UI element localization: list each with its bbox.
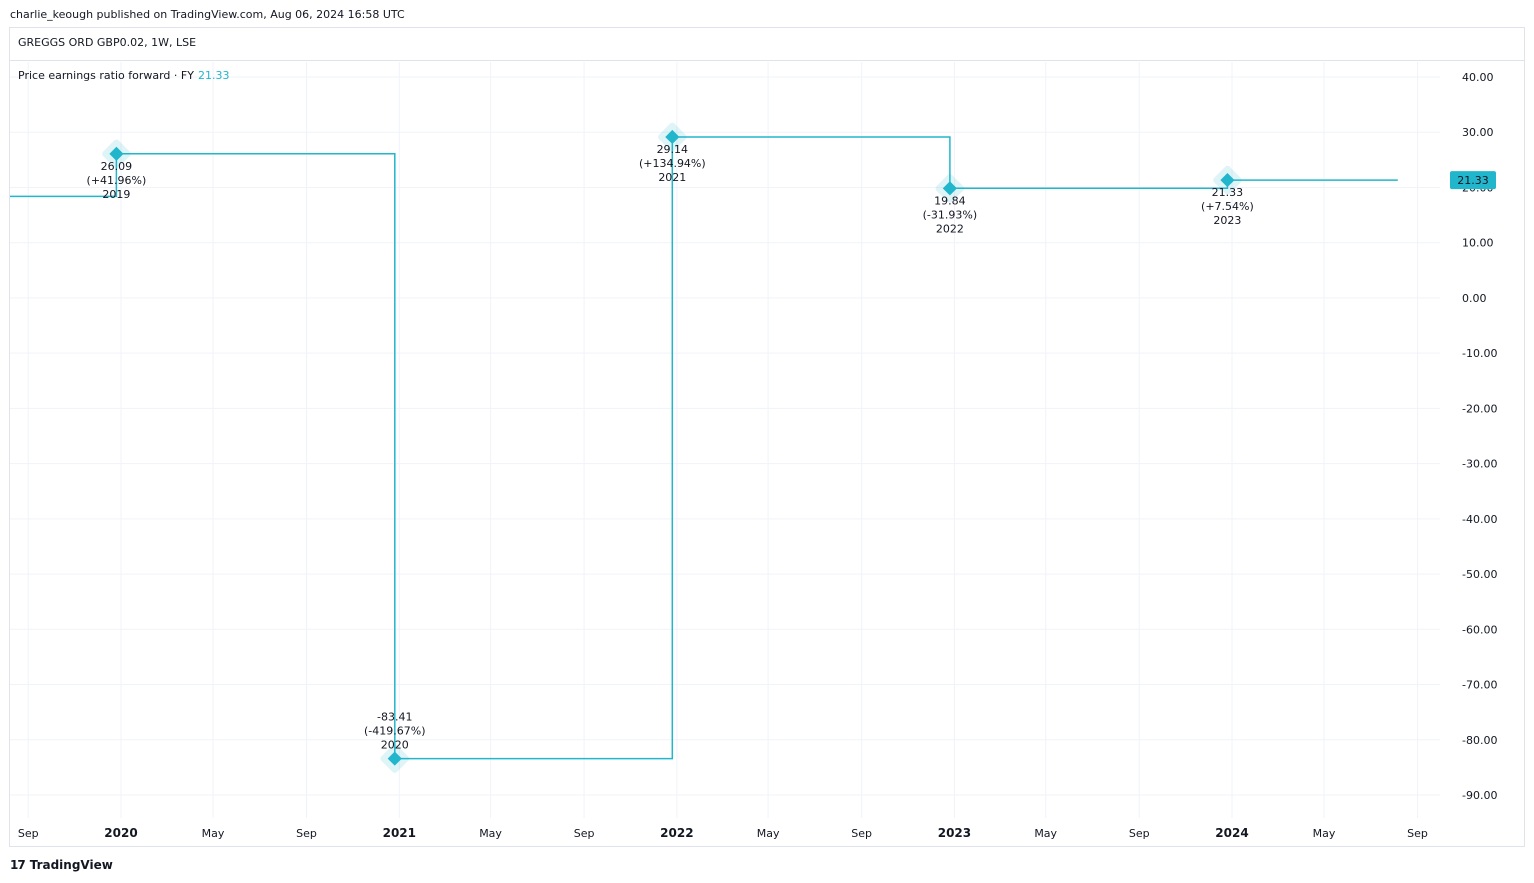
y-tick-label: -30.00 bbox=[1462, 458, 1497, 471]
data-label-change: (+134.94%) bbox=[639, 157, 706, 170]
data-label-value: 19.84 bbox=[934, 194, 966, 207]
data-label-value: -83.41 bbox=[377, 711, 412, 724]
y-tick-label: -90.00 bbox=[1462, 789, 1497, 802]
data-label-year: 2020 bbox=[381, 739, 409, 752]
x-tick-label: May bbox=[1313, 827, 1336, 840]
data-label-year: 2019 bbox=[102, 188, 130, 201]
x-tick-label: Sep bbox=[18, 827, 39, 840]
y-tick-label: -20.00 bbox=[1462, 402, 1497, 415]
series-line bbox=[10, 136, 1398, 760]
data-label-value: 21.33 bbox=[1212, 186, 1244, 199]
x-tick-label: 2023 bbox=[938, 826, 971, 840]
x-tick-label: 2020 bbox=[104, 826, 137, 840]
x-tick-label: 2024 bbox=[1215, 826, 1248, 840]
tradingview-logo-icon: 17 bbox=[10, 858, 26, 872]
data-label-change: (+41.96%) bbox=[87, 174, 147, 187]
data-label-change: (-31.93%) bbox=[923, 208, 978, 221]
x-tick-label: May bbox=[1034, 827, 1057, 840]
published-info: charlie_keough published on TradingView.… bbox=[10, 8, 405, 21]
x-tick-label: 2022 bbox=[660, 826, 693, 840]
series-marks: 26.09(+41.96%)2019 -83.41(-419.67%)2020 29… bbox=[87, 122, 1254, 773]
data-label-change: (-419.67%) bbox=[364, 725, 426, 738]
x-axis: Sep 2020 May Sep 2021 May Sep 2022 May Sep 2023 May… bbox=[18, 826, 1428, 840]
chart-frame: GREGGS ORD GBP0.02, 1W, LSE bbox=[9, 27, 1525, 847]
data-point-marker bbox=[387, 751, 402, 766]
data-point-marker bbox=[942, 181, 957, 196]
x-tick-label: May bbox=[757, 827, 780, 840]
symbol-title: GREGGS ORD GBP0.02, 1W, LSE bbox=[18, 36, 197, 49]
data-point-marker bbox=[1220, 173, 1235, 188]
last-value-badge bbox=[1450, 171, 1496, 190]
x-tick-label: Sep bbox=[296, 827, 317, 840]
legend-label: Price earnings ratio forward · FY bbox=[18, 69, 194, 82]
last-value: 21.33 bbox=[1450, 171, 1496, 190]
data-label-change: (+7.54%) bbox=[1201, 200, 1254, 213]
y-tick-label: 40.00 bbox=[1462, 71, 1494, 84]
symbol-bar: GREGGS ORD GBP0.02, 1W, LSE bbox=[10, 28, 1524, 61]
y-tick-label: -60.00 bbox=[1462, 623, 1497, 636]
grid bbox=[10, 62, 1440, 818]
data-label-year: 2022 bbox=[936, 222, 964, 235]
data-label-year: 2021 bbox=[658, 171, 686, 184]
x-tick-label: Sep bbox=[1407, 827, 1428, 840]
y-tick-label: 10.00 bbox=[1462, 237, 1494, 250]
x-tick-label: Sep bbox=[1129, 827, 1150, 840]
y-tick-label: -10.00 bbox=[1462, 347, 1497, 360]
series-step-line bbox=[10, 136, 1398, 760]
x-tick-label: Sep bbox=[851, 827, 872, 840]
y-tick-label: 0.00 bbox=[1462, 292, 1487, 305]
x-tick-label: May bbox=[202, 827, 225, 840]
y-tick-label: -80.00 bbox=[1462, 734, 1497, 747]
x-tick-label: Sep bbox=[574, 827, 595, 840]
data-label-value: 26.09 bbox=[101, 160, 133, 173]
y-tick-label: -50.00 bbox=[1462, 568, 1497, 581]
tradingview-logo[interactable]: 17 TradingView bbox=[10, 858, 113, 872]
legend-value: 21.33 bbox=[197, 69, 230, 82]
y-tick-label: -40.00 bbox=[1462, 513, 1497, 526]
last-value-label: 21.33 bbox=[1457, 174, 1489, 187]
y-tick-label: -70.00 bbox=[1462, 679, 1497, 692]
x-tick-label: May bbox=[479, 827, 502, 840]
indicator-legend: Price earnings ratio forward · FY 21.33 bbox=[18, 69, 229, 82]
data-point-marker bbox=[665, 129, 680, 145]
x-tick-label: 2021 bbox=[383, 826, 416, 840]
data-label-year: 2023 bbox=[1213, 214, 1241, 227]
data-label-value: 29.14 bbox=[657, 143, 689, 156]
brand-name: TradingView bbox=[29, 858, 113, 872]
y-tick-label: 30.00 bbox=[1462, 126, 1494, 139]
